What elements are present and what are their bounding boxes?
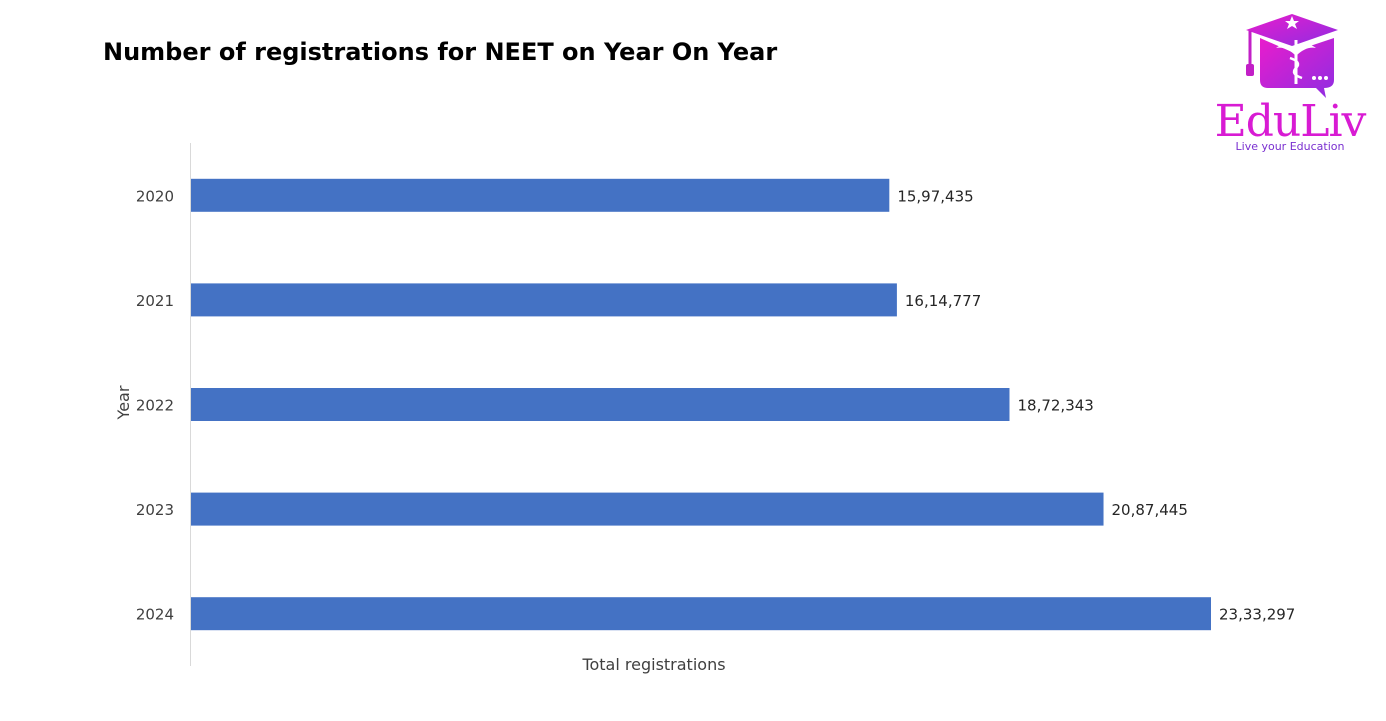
bar-2022 — [191, 388, 1010, 421]
y-tick-label-2024: 2024 — [136, 606, 174, 624]
x-axis-title: Total registrations — [581, 655, 725, 674]
bar-2020 — [191, 178, 890, 212]
data-label-2023: 20,87,445 — [1112, 501, 1188, 519]
data-labels-group: 15,97,435 16,14,777 18,72,343 20,87,445 23,3… — [897, 187, 1295, 623]
y-tick-label-2020: 2020 — [136, 187, 174, 205]
y-axis-title: Year — [114, 385, 133, 420]
y-tick-labels-group: 2020 2021 2022 2023 2024 — [136, 187, 174, 623]
y-tick-label-2022: 2022 — [136, 397, 174, 415]
chart-title: Number of registrations for NEET on Year… — [103, 38, 778, 66]
y-tick-label-2021: 2021 — [136, 292, 174, 310]
data-label-2020: 15,97,435 — [897, 187, 973, 205]
data-label-2024: 23,33,297 — [1219, 606, 1295, 624]
bar-2023 — [191, 492, 1104, 526]
bar-2021 — [191, 283, 897, 317]
eduliv-logo: EduLiv Live your Education — [1210, 10, 1370, 165]
bars-group — [191, 178, 1211, 631]
data-label-2021: 16,14,777 — [905, 292, 981, 310]
graduation-cap-caduceus-icon — [1246, 14, 1338, 98]
data-label-2022: 18,72,343 — [1017, 397, 1093, 415]
y-tick-label-2023: 2023 — [136, 501, 174, 519]
logo-tagline: Live your Education — [1235, 140, 1345, 153]
bar-2024 — [191, 597, 1211, 631]
logo-wordmark: EduLiv — [1214, 96, 1367, 147]
